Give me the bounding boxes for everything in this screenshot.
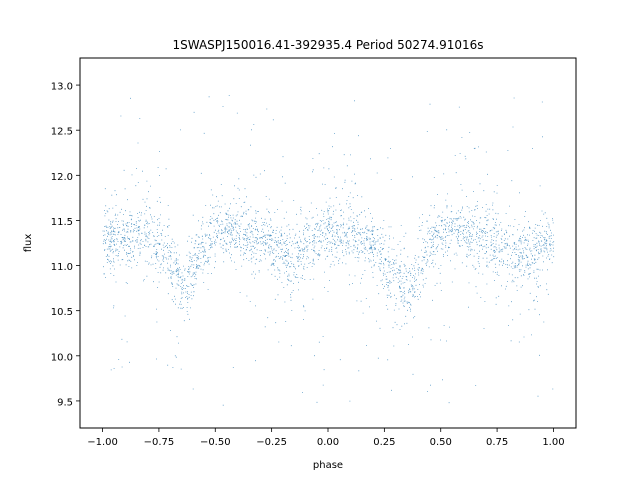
- x-tick-label: −0.75: [144, 437, 175, 448]
- y-tick-label: 10.0: [51, 352, 73, 363]
- x-tick-label: −0.50: [200, 437, 231, 448]
- chart-title: 1SWASPJ150016.41-392935.4 Period 50274.9…: [172, 38, 483, 52]
- x-tick-label: 0.75: [486, 437, 508, 448]
- y-tick-label: 12.0: [51, 172, 73, 183]
- y-axis: 9.5 10.0 10.5 11.0 11.5 12.0 12.5 13.0: [51, 82, 80, 408]
- y-tick-label: 13.0: [51, 82, 73, 93]
- x-tick-label: −1.00: [87, 437, 118, 448]
- x-tick-label: 0.50: [430, 437, 452, 448]
- x-tick-label: 0.25: [373, 437, 395, 448]
- x-tick-label: 1.00: [542, 437, 564, 448]
- y-axis-label: flux: [23, 234, 34, 253]
- x-axis: −1.00 −0.75 −0.50 −0.25 0.00 0.25 0.50 0.75 1.00: [87, 428, 565, 448]
- y-tick-label: 9.5: [57, 397, 73, 408]
- x-tick-label: 0.00: [317, 437, 339, 448]
- y-tick-label: 10.5: [51, 307, 73, 318]
- y-tick-label: 12.5: [51, 127, 73, 138]
- x-axis-label: phase: [313, 460, 343, 471]
- y-tick-label: 11.0: [51, 262, 73, 273]
- y-tick-label: 11.5: [51, 217, 73, 228]
- x-tick-label: −0.25: [256, 437, 287, 448]
